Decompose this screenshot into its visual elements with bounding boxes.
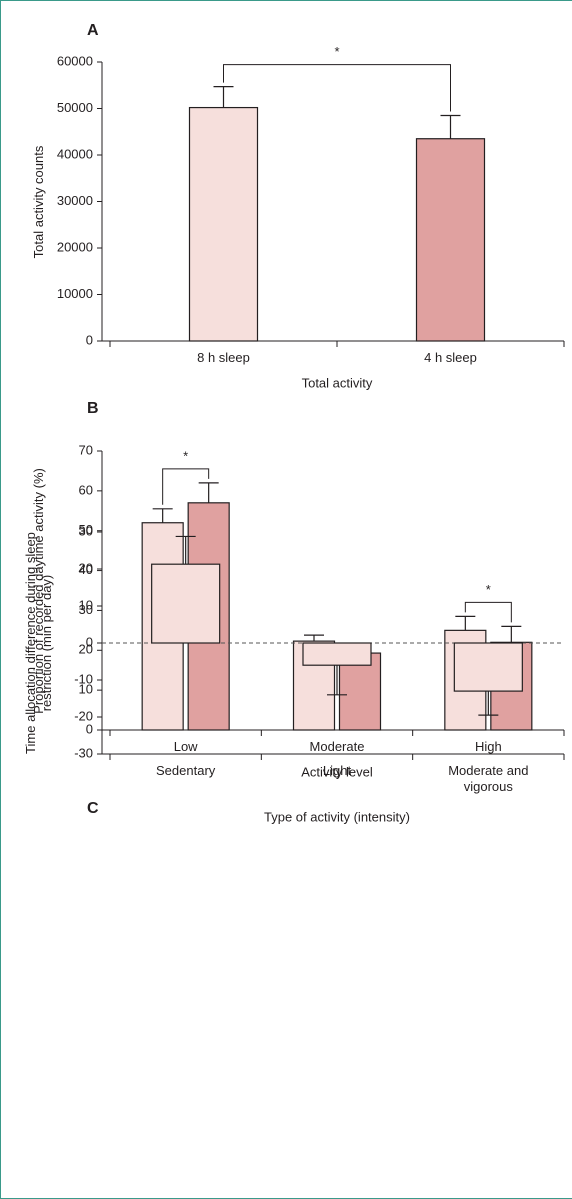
bar (302, 642, 372, 666)
x-axis-label: Total activity (302, 375, 373, 390)
y-tick-label: 10000 (57, 286, 93, 301)
y-tick-label: 30000 (57, 193, 93, 208)
x-tick-label: Low (173, 739, 198, 754)
error-bar (440, 114, 461, 139)
x-tick-label: Sedentary (156, 763, 216, 778)
y-tick-label: 20000 (57, 239, 93, 254)
y-axis-label: Time allocation difference during sleep … (23, 532, 54, 754)
error-bar (213, 86, 234, 108)
y-tick-label: 40000 (57, 146, 93, 161)
y-tick-label: 10 (79, 597, 93, 612)
x-tick-label-box: High (474, 739, 502, 754)
panel-label: C (87, 800, 99, 817)
x-tick-label-box: Moderate and vigorous (448, 763, 529, 794)
y-tick-label: 60 (79, 482, 93, 497)
x-axis-label: Type of activity (intensity) (264, 809, 410, 824)
y-tick-label: 0 (86, 634, 93, 649)
x-tick-label: Moderate (309, 739, 365, 754)
y-tick-label: 50 (79, 522, 93, 537)
y-tick-label: -10 (74, 671, 93, 686)
y-tick-label: 70 (79, 442, 93, 457)
x-tick-label-box: 4 h sleep (424, 350, 477, 365)
x-tick-label: 8 h sleep (197, 350, 250, 365)
y-tick-label: 30 (79, 523, 93, 538)
y-tick-label: 20 (79, 560, 93, 575)
error-bar (175, 535, 196, 565)
y-tick-label: -20 (74, 708, 93, 723)
bar (415, 138, 486, 342)
y-tick-label: 0 (86, 332, 93, 347)
error-bar (501, 625, 522, 643)
significance-bracket (223, 64, 451, 112)
panel-label: B (87, 400, 99, 417)
significance-label: * (334, 44, 339, 59)
error-bar (152, 508, 173, 523)
y-tick-label: 10 (79, 682, 93, 697)
x-tick-label: High (474, 739, 502, 754)
x-tick-label-box: Low (173, 739, 198, 754)
error-bar (478, 691, 499, 716)
y-tick-label: 50000 (57, 100, 93, 115)
error-bar (327, 665, 347, 696)
significance-label: * (486, 582, 491, 597)
bar (338, 652, 382, 731)
x-tick-label-box: Light (322, 763, 352, 778)
x-tick-label-box: Sedentary (156, 763, 216, 778)
x-tick-label: 4 h sleep (424, 350, 477, 365)
y-tick-label: 0 (86, 721, 93, 736)
error-bar (198, 482, 219, 503)
significance-label: * (183, 448, 188, 463)
bar (453, 642, 523, 692)
y-tick-label: 20 (79, 642, 93, 657)
y-tick-label: 60000 (57, 53, 93, 68)
y-tick-label: 30 (79, 602, 93, 617)
x-axis-label: Activity level (301, 764, 373, 779)
panel-label: A (87, 22, 99, 39)
y-axis-label: Total activity counts (31, 145, 46, 258)
x-tick-label: Moderate and vigorous (448, 763, 529, 794)
x-tick-label: Light (322, 763, 352, 778)
y-tick-label: -30 (74, 745, 93, 760)
error-bar (455, 615, 476, 631)
y-tick-label: 40 (79, 562, 93, 577)
error-bar (304, 634, 324, 642)
x-tick-label-box: 8 h sleep (197, 350, 250, 365)
significance-bracket (162, 468, 210, 505)
bar (151, 563, 221, 644)
x-tick-label-box: Moderate (309, 739, 365, 754)
significance-bracket (464, 601, 512, 623)
bar (188, 106, 259, 342)
